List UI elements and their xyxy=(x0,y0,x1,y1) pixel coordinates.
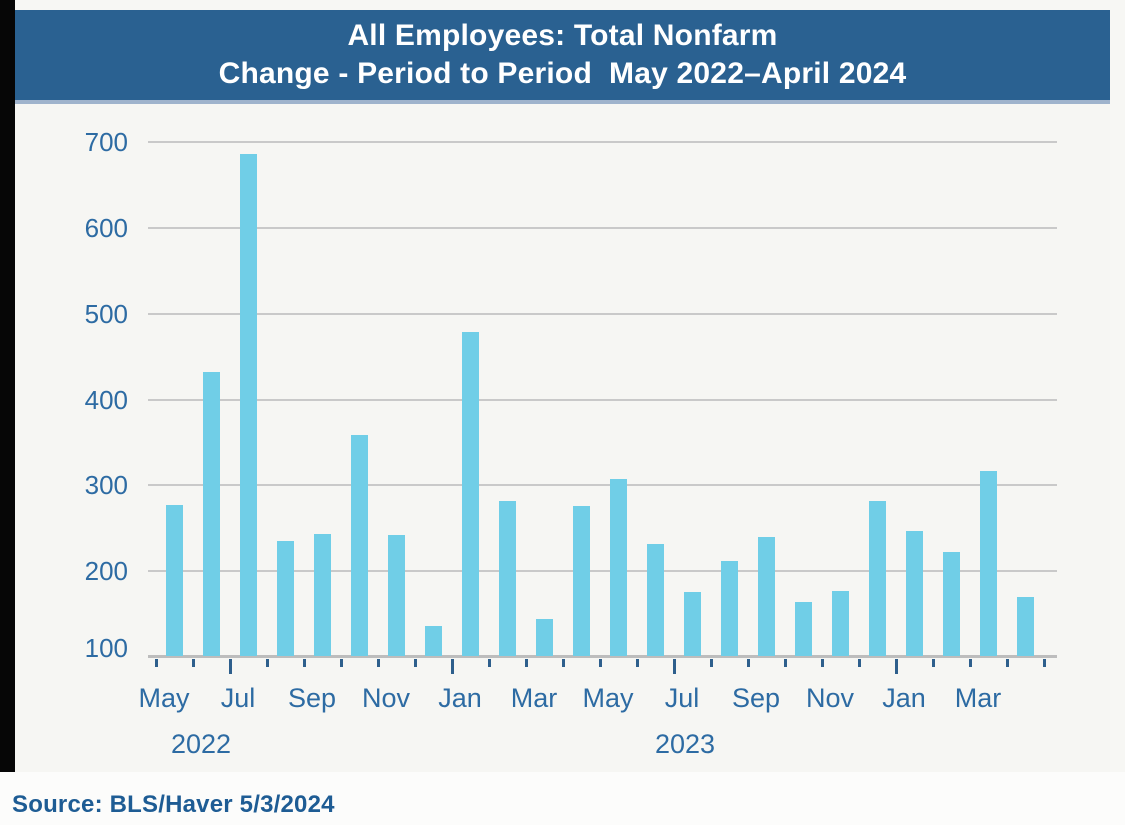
x-axis-tick xyxy=(154,659,158,667)
x-axis-tick xyxy=(1005,659,1009,667)
chart-title-line2: Change - Period to Period May 2022–April… xyxy=(218,57,907,90)
x-axis-tick xyxy=(561,659,565,667)
x-axis-tick-label: Mar xyxy=(954,683,1002,713)
x-axis-tick xyxy=(1042,659,1046,667)
bar xyxy=(461,331,479,656)
bar xyxy=(646,543,664,656)
y-axis-tick-label: 300 xyxy=(84,470,128,501)
x-axis-tick-label: Sep xyxy=(731,683,781,713)
x-axis-line xyxy=(148,655,1057,658)
x-axis-tick xyxy=(339,659,343,667)
bar xyxy=(905,530,923,656)
x-axis-tick-label: Nov xyxy=(361,683,410,713)
x-axis-year-label: 2023 xyxy=(654,729,716,759)
x-axis-tick-label: Jan xyxy=(438,683,482,713)
bar xyxy=(202,372,220,656)
x-axis-tick xyxy=(228,659,232,674)
y-axis-tick-label: 500 xyxy=(84,298,128,329)
x-axis-tick xyxy=(524,659,528,667)
bar xyxy=(831,590,849,656)
bar xyxy=(165,505,183,656)
bar xyxy=(387,535,405,656)
bar xyxy=(572,505,590,656)
y-axis-tick-label: 600 xyxy=(84,213,128,243)
x-axis-tick-label: Jul xyxy=(664,683,700,713)
gridline xyxy=(148,484,1057,487)
x-axis-tick xyxy=(746,659,750,667)
x-axis-tick xyxy=(709,659,713,667)
bar xyxy=(979,470,997,656)
gridline xyxy=(148,312,1057,315)
x-axis-tick xyxy=(450,659,454,674)
gridline xyxy=(148,398,1057,401)
x-axis-tick xyxy=(191,659,195,667)
bar xyxy=(313,534,331,656)
x-axis-tick xyxy=(635,659,639,667)
bar xyxy=(535,619,553,656)
x-axis-tick xyxy=(672,659,676,674)
x-axis-tick xyxy=(783,659,787,667)
bar xyxy=(498,500,516,656)
x-axis-tick xyxy=(931,659,935,667)
x-axis-tick-label: Jan xyxy=(882,683,926,713)
bar xyxy=(1016,596,1034,656)
gridline xyxy=(148,227,1057,229)
y-axis-tick-label: 400 xyxy=(84,384,128,415)
x-axis-year-label: 2022 xyxy=(170,729,232,759)
x-axis-tick xyxy=(413,659,417,667)
screen-edge-artifact-left xyxy=(0,0,15,788)
x-axis-tick-label: Sep xyxy=(287,683,337,713)
x-axis-tick-label: Jul xyxy=(220,683,256,713)
bar xyxy=(239,154,257,656)
source-caption: Source: BLS/Haver 5/3/2024 xyxy=(12,791,335,818)
y-axis-tick-label: 700 xyxy=(84,127,128,158)
bar xyxy=(720,560,738,656)
gridline xyxy=(148,570,1057,573)
chart-plot-background xyxy=(15,104,1110,772)
y-axis-tick-label: 100 xyxy=(84,633,128,663)
bar xyxy=(757,536,775,656)
bar xyxy=(942,552,960,656)
bar xyxy=(868,500,886,656)
x-axis-tick xyxy=(598,659,602,667)
bar xyxy=(424,626,442,656)
bottom-margin xyxy=(0,772,1125,825)
x-axis-tick xyxy=(265,659,269,667)
chart-title-band: All Employees: Total Nonfarm Change - Pe… xyxy=(15,10,1110,104)
x-axis-tick xyxy=(857,659,861,667)
x-axis-tick xyxy=(894,659,898,674)
x-axis-tick xyxy=(376,659,380,667)
x-axis-tick xyxy=(820,659,824,667)
chart-title-line1: All Employees: Total Nonfarm xyxy=(347,19,778,52)
x-axis-tick-label: May xyxy=(138,683,190,713)
gridline xyxy=(148,141,1057,144)
bar xyxy=(683,591,701,656)
bar xyxy=(276,541,294,656)
y-axis-tick-label: 200 xyxy=(84,556,128,587)
bar xyxy=(794,602,812,656)
bar xyxy=(609,479,627,656)
x-axis-tick-label: May xyxy=(582,683,634,713)
x-axis-tick xyxy=(487,659,491,667)
bar xyxy=(350,434,368,656)
x-axis-tick-label: Mar xyxy=(510,683,558,713)
x-axis-tick xyxy=(968,659,972,667)
x-axis-tick xyxy=(302,659,306,667)
x-axis-tick-label: Nov xyxy=(805,683,854,713)
